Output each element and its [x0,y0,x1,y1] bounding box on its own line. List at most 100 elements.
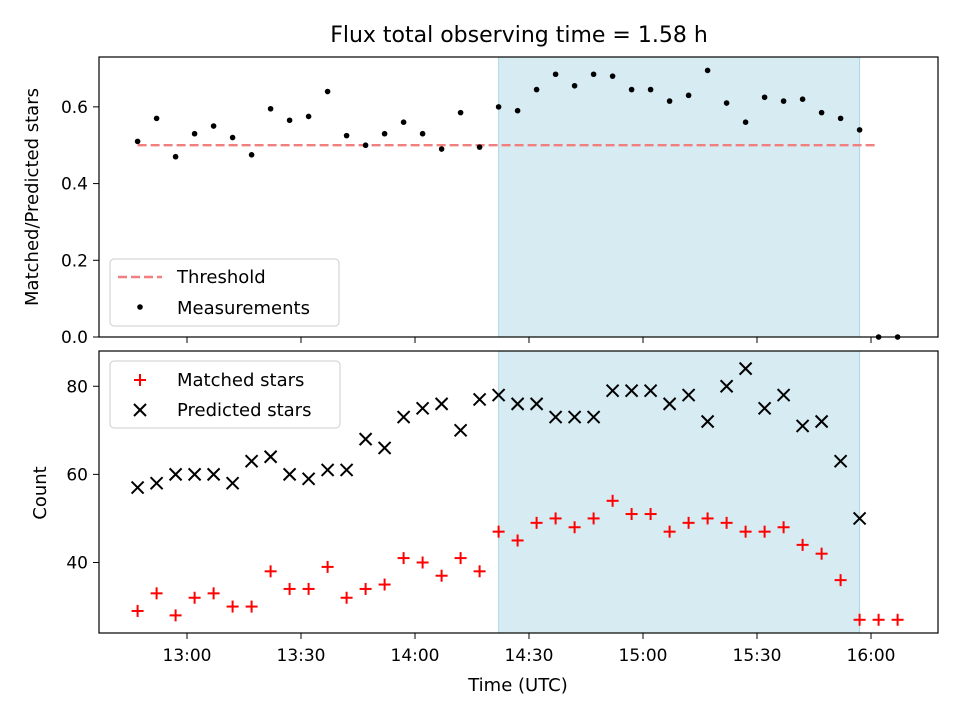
matched-stars-point [188,591,201,604]
measurement-point [780,98,787,104]
matched-stars-point [264,565,277,578]
matched-stars-point [131,604,144,617]
matched-stars-point [815,547,828,560]
predicted-stars-point [168,467,183,482]
ratio-panel: 0.0 0.2 0.4 0.6 Matched/Predicted stars Thr… [22,56,939,348]
predicted-stars-point [415,401,430,415]
matched-stars-point [492,525,505,538]
legend-predicted-swatch [133,403,147,417]
predicted-stars-point [833,454,848,468]
observing-window-band [498,56,861,338]
predicted-stars-point [453,423,468,438]
measurement-point [799,96,806,102]
observing-window-band [498,350,861,634]
matched-stars-point [568,521,581,534]
x-tick-label: 15:30 [733,646,782,666]
measurement-point [248,152,255,158]
measurement-point [818,109,825,116]
matched-stars-point [302,582,315,595]
matched-stars-point [891,613,904,626]
y-tick-label: 60 [66,465,88,485]
matched-stars-point [454,552,467,565]
legend-threshold-label: Threshold [176,267,266,288]
matched-stars-point [283,582,296,595]
measurement-point [590,71,597,78]
matched-stars-point [378,578,391,591]
measurement-point [267,105,274,112]
predicted-stars-point [396,410,411,424]
matched-stars-point [872,613,885,626]
matched-stars-point [169,609,182,622]
y-tick-label: 40 [66,554,88,574]
predicted-stars-point [719,379,734,393]
matched-stars-point [150,587,163,600]
measurement-point [761,94,768,101]
measurement-point [723,100,730,106]
predicted-stars-point [301,472,316,486]
matched-stars-point [739,525,752,538]
predicted-stars-point [662,397,677,411]
measurement-point [400,119,407,126]
matched-stars-point [663,525,676,538]
matched-stars-point [587,512,600,525]
predicted-stars-point [776,388,791,402]
measurement-point [362,142,369,149]
matched-stars-point [359,582,372,595]
predicted-stars-point [187,467,202,482]
measurement-point [609,73,616,79]
predicted-stars-point [149,476,164,490]
predicted-stars-point [852,511,867,526]
y-tick-label: 0.2 [61,251,88,271]
predicted-stars-point [814,414,829,429]
predicted-stars-point [377,441,392,455]
matched-stars-point [473,565,486,578]
legend-measurements-label: Measurements [177,298,310,319]
predicted-stars-point [472,392,487,407]
predicted-stars-point [491,388,506,402]
matched-stars-point [625,508,638,521]
matched-stars-point [397,552,410,565]
predicted-stars-point [643,383,658,398]
count-legend-box [109,360,341,429]
predicted-stars-point [339,463,354,477]
predicted-stars-point [548,410,563,424]
measurement-point [628,86,635,93]
predicted-stars-point [282,467,297,482]
predicted-stars-point [795,419,810,433]
matched-stars-point [682,516,695,529]
predicted-stars-point [434,397,449,411]
predicted-stars-point [225,476,240,490]
count-panel-frame [98,350,939,634]
measurement-point [533,86,540,93]
y-tick-label: 0.4 [61,175,88,195]
matched-stars-point [853,613,866,626]
matched-stars-point [207,587,220,600]
legend-measurements-swatch [137,304,143,310]
predicted-stars-point [130,480,145,495]
measurement-point [191,130,198,137]
predicted-stars-point [681,388,696,402]
count-legend: Matched stars Predicted stars [109,360,341,429]
measurement-point [438,146,445,152]
matched-stars-point [720,516,733,529]
predicted-stars-point [624,383,639,398]
measurement-point [476,144,483,150]
measurement-point [381,130,388,137]
ratio-legend: Threshold Measurements [109,258,340,327]
measurement-point [286,117,293,124]
matched-stars-point [340,591,353,604]
legend-matched-swatch [134,374,146,386]
matched-stars-point [226,600,239,613]
matched-stars-point [606,494,619,507]
predicted-stars-point [510,397,525,411]
measurement-point [742,119,749,126]
x-tick-label: 15:00 [619,646,668,666]
measurement-point [457,109,464,116]
measurement-point [571,82,578,89]
measurement-point [837,115,844,122]
matched-stars-point [530,516,543,529]
predicted-stars-point [358,432,373,446]
ratio-panel-frame [98,56,939,338]
